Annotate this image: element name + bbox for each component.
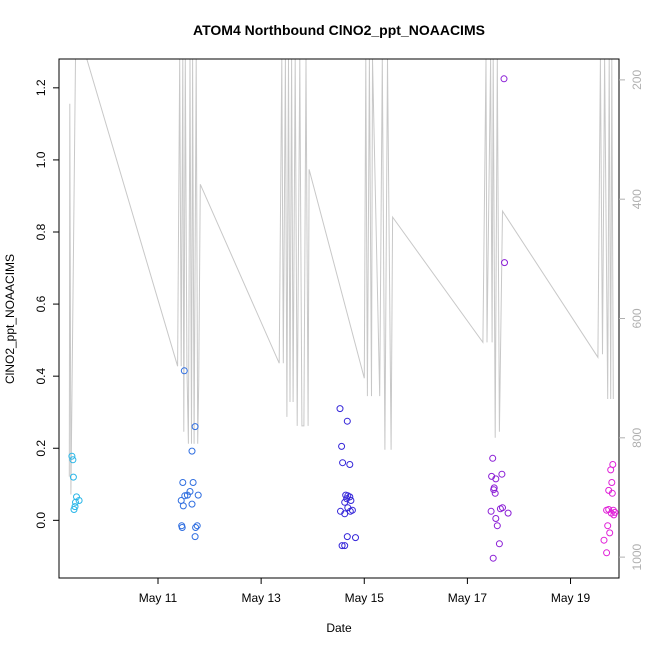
chart-title: ATOM4 Northbound ClNO2_ppt_NOAACIMS <box>193 22 485 38</box>
data-point <box>490 486 498 494</box>
x-axis-label: Date <box>326 621 352 635</box>
data-point <box>75 497 83 504</box>
data-point <box>499 504 506 512</box>
altitude-line <box>68 59 614 495</box>
y2-tick-label: 400 <box>630 189 644 209</box>
y-tick-label: 0.8 <box>34 223 48 240</box>
data-point <box>352 534 359 542</box>
data-point <box>607 466 615 474</box>
data-point <box>610 511 618 519</box>
data-point <box>191 533 199 541</box>
data-point <box>492 515 500 522</box>
data-point <box>347 497 355 504</box>
data-point <box>178 524 186 531</box>
points-layer <box>68 75 619 562</box>
data-point <box>69 473 77 481</box>
data-point <box>600 536 608 544</box>
data-point <box>188 447 196 455</box>
data-point <box>501 259 508 267</box>
x-tick-label: May 19 <box>551 591 591 605</box>
data-point <box>341 498 349 506</box>
data-point <box>180 367 188 375</box>
x-tick-label: May 17 <box>448 591 488 605</box>
data-point <box>68 452 76 460</box>
data-point <box>606 529 614 537</box>
data-point <box>504 509 512 517</box>
data-point <box>343 417 351 425</box>
data-point <box>339 459 347 467</box>
y-tick-label: 0.6 <box>34 295 48 312</box>
y-tick-label: 0.4 <box>34 368 48 385</box>
series-2 <box>177 367 202 541</box>
y2-tick-label: 1000 <box>630 543 644 570</box>
data-point <box>343 533 351 541</box>
data-point <box>488 472 496 480</box>
series-1 <box>68 452 83 513</box>
data-point <box>487 507 495 515</box>
axes-layer: 0.0 0.2 0.4 0.6 0.8 1.0 1.2 May 11 May 13 May 15 M… <box>34 58 644 605</box>
data-point <box>341 542 349 550</box>
data-point <box>346 461 354 468</box>
y-tick-label: 0.2 <box>34 440 48 457</box>
x-tick-label: May 15 <box>345 591 385 605</box>
data-point <box>608 479 616 486</box>
data-point <box>338 442 346 450</box>
series-3 <box>336 405 359 550</box>
data-point <box>341 510 349 518</box>
data-point <box>343 495 351 503</box>
x-tick-label: May 11 <box>139 591 178 605</box>
data-point <box>71 503 79 511</box>
data-point <box>192 524 200 531</box>
data-point <box>604 522 612 530</box>
y-tick-label: 0.0 <box>34 512 48 529</box>
data-point <box>69 456 77 464</box>
data-point <box>608 489 616 497</box>
y-axis-label: ClNO2_ppt_NOAACIMS <box>3 254 17 384</box>
data-point <box>70 506 78 513</box>
data-point <box>489 554 497 562</box>
data-point <box>491 489 499 497</box>
data-point <box>344 504 352 512</box>
y2-tick-label: 800 <box>630 427 644 447</box>
data-point <box>179 479 187 486</box>
data-point <box>603 549 611 557</box>
data-point <box>193 522 201 530</box>
data-point <box>336 405 344 413</box>
data-point <box>194 491 202 499</box>
data-point <box>186 488 194 495</box>
data-point <box>493 522 501 530</box>
data-point <box>189 479 197 486</box>
data-point <box>191 423 199 431</box>
data-point <box>500 75 508 83</box>
y2-tick-label: 200 <box>630 70 644 90</box>
data-point <box>338 542 346 550</box>
series-5 <box>600 461 619 557</box>
x-tick-label: May 13 <box>241 591 281 605</box>
data-point <box>188 500 196 508</box>
series-4 <box>487 75 512 562</box>
y-tick-label: 1.2 <box>34 79 48 96</box>
y2-tick-label: 600 <box>630 308 644 328</box>
data-point <box>498 470 506 478</box>
overlay-layer <box>68 59 614 495</box>
y-tick-label: 1.0 <box>34 151 48 168</box>
data-point <box>179 502 187 510</box>
data-point <box>495 540 503 548</box>
data-point <box>489 454 497 462</box>
